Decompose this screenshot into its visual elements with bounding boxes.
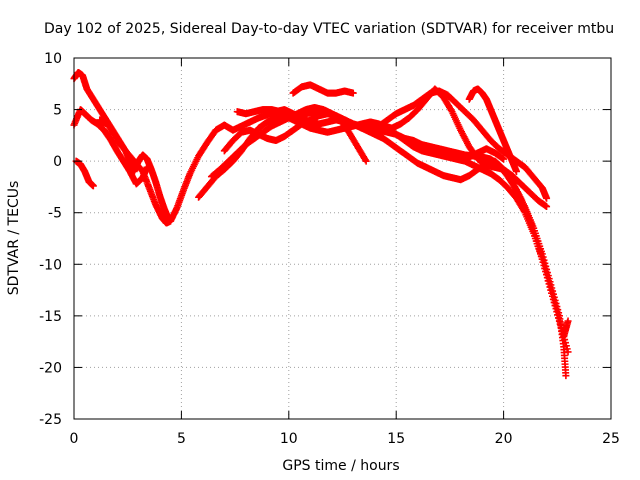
series-track-11 (465, 85, 520, 175)
x-tick-labels: 0 5 10 15 20 25 (70, 431, 620, 447)
series-track-1 (70, 106, 151, 188)
y-tick-label: 10 (44, 51, 62, 67)
data-point (89, 182, 97, 190)
y-tick-label: -25 (39, 412, 62, 428)
x-tick-label: 0 (70, 431, 79, 447)
series-track-5 (195, 112, 572, 356)
chart-title: Day 102 of 2025, Sidereal Day-to-day VTE… (44, 21, 614, 37)
y-tick-labels: -25 -20 -15 -10 -5 0 5 10 (39, 51, 62, 428)
data-point (564, 348, 572, 356)
data-point (543, 203, 551, 211)
plot-frame (73, 57, 612, 420)
y-tick-label: -20 (39, 360, 62, 376)
y-axis-title: SDTVAR / TECUs (6, 181, 22, 296)
data-point (512, 167, 520, 175)
data-point (165, 215, 173, 223)
data-point (564, 317, 572, 325)
data-points (70, 68, 572, 380)
y-tick-label: 5 (53, 103, 62, 119)
y-tick-label: 0 (53, 154, 62, 170)
data-point (543, 194, 551, 202)
data-point (361, 156, 369, 164)
x-tick-label: 15 (387, 431, 405, 447)
axis-ticks (73, 57, 612, 420)
y-tick-label: -15 (39, 309, 62, 325)
x-tick-label: 25 (602, 431, 620, 447)
series-track-12 (422, 143, 508, 163)
y-tick-label: -10 (39, 257, 62, 273)
x-axis-title: GPS time / hours (282, 458, 399, 474)
series-track-10 (371, 85, 551, 211)
x-tick-label: 20 (495, 431, 513, 447)
data-point (562, 372, 570, 380)
data-point (362, 157, 370, 165)
y-tick-label: -5 (48, 206, 62, 222)
series-track-3 (72, 157, 97, 190)
series-track-13 (130, 151, 173, 223)
series-track-9 (289, 81, 357, 97)
x-tick-label: 10 (280, 431, 298, 447)
series-track-8 (233, 106, 370, 165)
x-tick-label: 5 (177, 431, 186, 447)
grid-lines (74, 58, 611, 419)
data-point (500, 155, 508, 163)
data-point (349, 89, 357, 97)
